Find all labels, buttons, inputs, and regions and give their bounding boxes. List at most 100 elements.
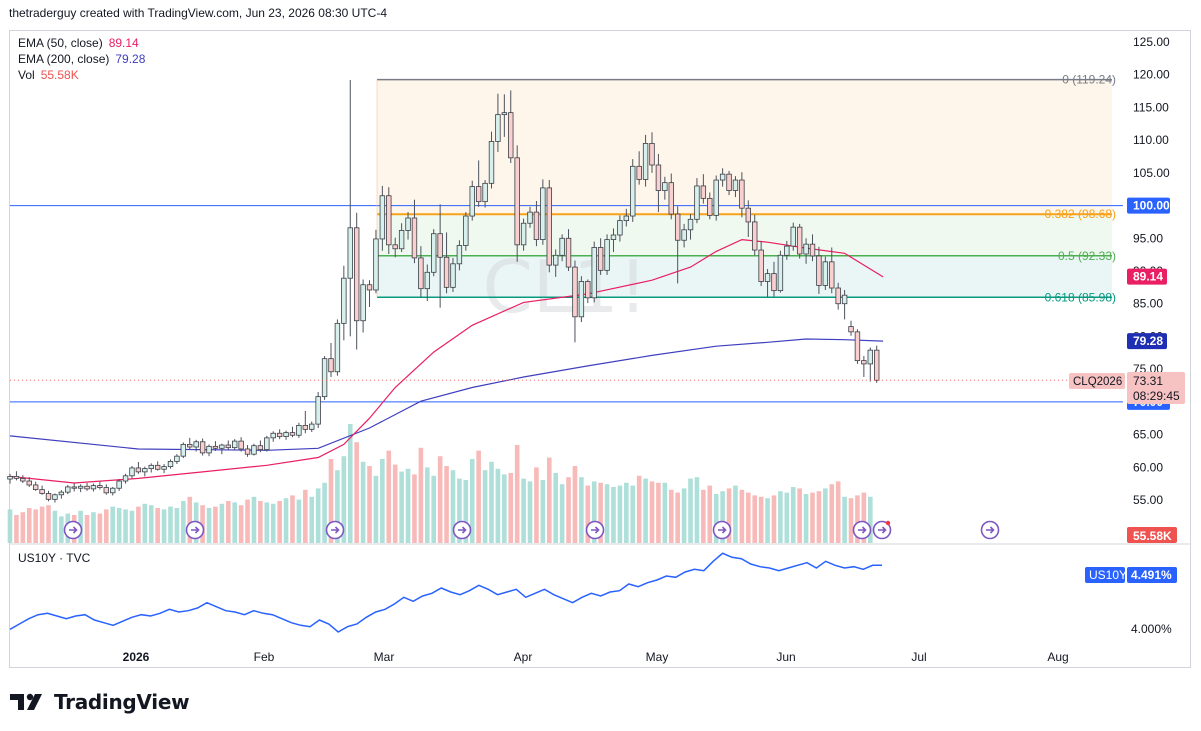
candle-body <box>687 218 694 231</box>
candle-body <box>674 213 681 241</box>
candle-body <box>771 273 777 292</box>
volume-bar <box>591 481 597 543</box>
event-marker-arrow <box>331 526 340 534</box>
candle <box>585 279 591 304</box>
x-tick-label: May <box>646 650 669 664</box>
volume-bar <box>765 498 770 543</box>
candle <box>129 465 135 479</box>
legend-ema200[interactable]: EMA (200, close) 79.28 <box>18 51 145 67</box>
candle-body <box>65 486 71 493</box>
candle-body <box>443 256 450 288</box>
tradingview-logo[interactable]: TradingView <box>10 688 190 716</box>
legend-vol[interactable]: Vol 55.58K <box>18 67 145 83</box>
candle <box>347 79 353 337</box>
candle <box>418 246 424 298</box>
y-tick-label: 125.00 <box>1133 35 1170 49</box>
volume-bar <box>476 450 481 543</box>
candle-body <box>854 331 861 362</box>
candle <box>790 222 796 251</box>
us10y-value-badge: 4.491% <box>1131 568 1172 582</box>
candle <box>270 431 276 442</box>
candle-body <box>309 423 315 430</box>
volume-bar <box>810 492 815 543</box>
volume-bar <box>335 470 340 543</box>
candle <box>283 430 289 440</box>
candle <box>752 214 758 256</box>
legend-ema50[interactable]: EMA (50, close) 89.14 <box>18 35 145 51</box>
candle-body <box>270 432 276 439</box>
volume-bar <box>867 496 873 543</box>
volume-bar <box>59 516 64 543</box>
volume-bar <box>527 481 533 543</box>
candle <box>84 482 90 491</box>
candle <box>867 347 873 382</box>
volume-bar <box>611 487 616 543</box>
volume-bar <box>232 502 237 543</box>
candle <box>193 439 199 452</box>
us10y-line <box>9 552 883 633</box>
candle <box>533 200 540 247</box>
volume-bar <box>630 485 636 543</box>
volume-bar <box>328 459 334 543</box>
volume-bar <box>425 467 430 543</box>
candle-body <box>334 322 341 373</box>
legend-ema50-value: 89.14 <box>108 36 139 50</box>
x-tick-label: Jul <box>911 650 926 664</box>
volume-bar <box>848 498 854 543</box>
candle <box>475 160 482 207</box>
candle-body <box>212 445 219 449</box>
candle <box>411 199 418 264</box>
volume-bar <box>855 495 860 543</box>
volume-bar <box>296 499 302 543</box>
volume-bar <box>283 498 289 543</box>
volume-bar <box>733 485 738 543</box>
volume-bar <box>534 467 539 543</box>
volume-bar <box>707 485 713 543</box>
candle <box>135 462 142 474</box>
candle-body <box>527 211 533 224</box>
candle-body <box>585 281 591 299</box>
candle-body <box>103 487 109 494</box>
candle-body <box>841 294 848 305</box>
candle <box>231 439 238 451</box>
candle <box>495 93 501 152</box>
y-tick-label: 110.00 <box>1133 133 1169 147</box>
candle <box>103 484 109 495</box>
candle <box>854 329 861 364</box>
volume-bar <box>155 508 160 543</box>
volume-bar <box>46 505 51 543</box>
candle-body <box>861 360 867 365</box>
volume-bar <box>264 502 270 543</box>
volume-bar <box>585 485 591 543</box>
volume-bar <box>437 456 443 543</box>
candle-body <box>167 460 174 468</box>
volume-bar <box>713 494 719 543</box>
x-tick-label: Aug <box>1047 650 1068 664</box>
volume-bar <box>739 489 745 543</box>
candle-body <box>463 215 469 246</box>
us10y-pane-legend[interactable]: US10Y · TVC <box>18 551 91 565</box>
candle <box>784 240 790 260</box>
candle <box>424 264 430 302</box>
candle <box>604 234 610 275</box>
candle-body <box>328 358 334 373</box>
candle <box>527 206 533 228</box>
volume-bar <box>270 503 276 543</box>
candle <box>655 153 662 213</box>
volume-bar <box>489 461 494 543</box>
y-tick-label: 120.00 <box>1133 68 1170 82</box>
candle <box>726 170 732 196</box>
candle-body <box>13 476 20 479</box>
x-tick-label: Feb <box>254 650 275 664</box>
candle <box>212 441 219 451</box>
candle <box>251 443 257 456</box>
candle <box>822 256 829 290</box>
candle-body <box>154 464 161 470</box>
volume-bar <box>803 494 809 543</box>
candle <box>77 484 84 493</box>
candle <box>257 440 264 453</box>
candle-body <box>662 182 668 191</box>
candle-body <box>315 396 321 425</box>
legend-vol-label: Vol <box>18 68 35 82</box>
